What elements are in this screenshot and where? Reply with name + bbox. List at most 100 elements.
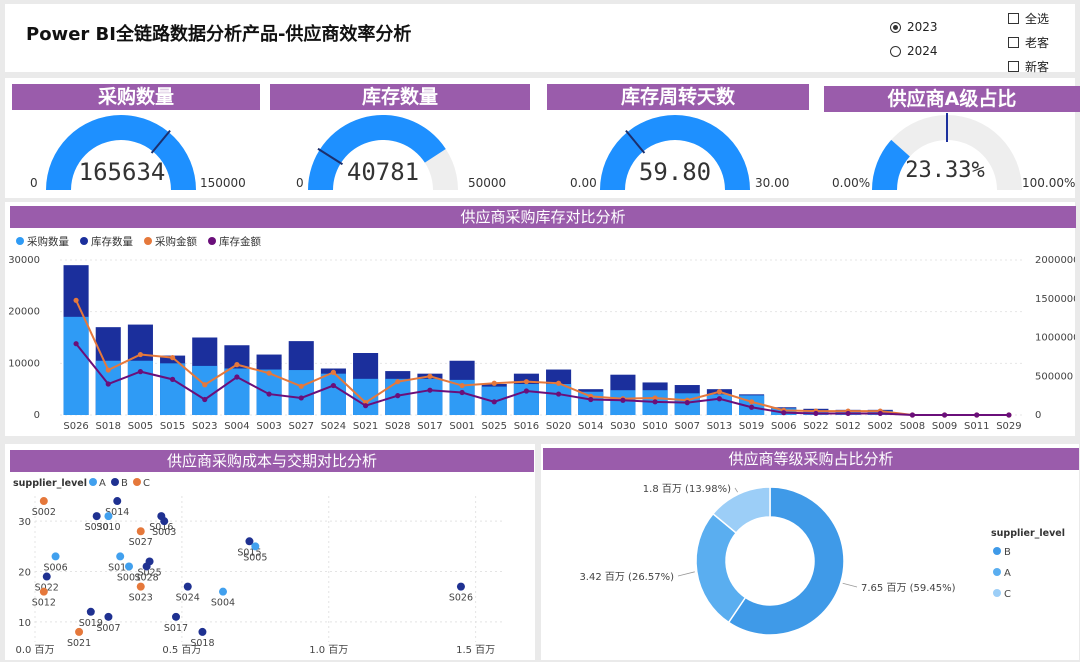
y-tick-label: 20 bbox=[18, 568, 31, 579]
stock-amount-point bbox=[845, 410, 851, 417]
donut-chart: 7.65 百万 (59.45%) 3.42 百万 (26.57%) 1.8 百万 (… bbox=[579, 483, 1065, 636]
donut-slice bbox=[727, 486, 845, 636]
stock-amount-point bbox=[877, 410, 883, 417]
kpi-title-stock-qty: 库存数量 bbox=[270, 84, 530, 110]
gauge-fill bbox=[600, 115, 750, 190]
year-option-2023[interactable]: 2023 bbox=[890, 20, 938, 34]
purchase-amount-point bbox=[330, 369, 337, 375]
x-tick-label: S021 bbox=[353, 421, 378, 432]
purchase-amount-point bbox=[491, 380, 497, 386]
legend-label: B bbox=[1004, 547, 1011, 558]
donut-slice-label: 3.42 百万 (26.57%) bbox=[579, 571, 674, 583]
donut-slice-label: 1.8 百万 (13.98%) bbox=[643, 483, 731, 495]
x-tick-label: S012 bbox=[835, 421, 860, 432]
scatter-point-label: S012 bbox=[32, 598, 56, 609]
stock-amount-point bbox=[362, 403, 369, 409]
donut-leader-line bbox=[842, 582, 858, 588]
purchase-amount-line bbox=[75, 299, 1009, 416]
kpi-gauge-a-level-share bbox=[872, 113, 1022, 190]
stock-amount-point bbox=[330, 382, 337, 389]
checkbox-icon[interactable] bbox=[1008, 61, 1019, 72]
scatter-point-label: S002 bbox=[32, 507, 56, 518]
checkbox-icon[interactable] bbox=[1008, 13, 1019, 24]
customer-option-old[interactable]: 老客 bbox=[1008, 34, 1049, 51]
stock-amount-point bbox=[716, 396, 723, 402]
scatter-point-label: S018 bbox=[190, 638, 214, 649]
legend-label: 库存数量 bbox=[91, 235, 133, 248]
kpi-min-purchase-qty: 0 bbox=[30, 176, 38, 190]
x-tick-label: S003 bbox=[256, 421, 281, 432]
radio-2023-icon[interactable] bbox=[890, 21, 901, 33]
y-right-tick-label: 500000 bbox=[1035, 371, 1073, 382]
scatter-point bbox=[104, 612, 113, 621]
x-tick-label: S002 bbox=[868, 421, 893, 432]
x-tick-label: S025 bbox=[482, 421, 507, 432]
page-title: Power BI全链路数据分析产品-供应商效率分析 bbox=[26, 24, 412, 45]
x-tick-label: S015 bbox=[160, 421, 185, 432]
customer-option-new[interactable]: 新客 bbox=[1008, 58, 1049, 75]
x-tick-label: S008 bbox=[900, 421, 925, 432]
year-option-2024[interactable]: 2024 bbox=[890, 44, 938, 58]
gauge-target-marker bbox=[150, 130, 171, 154]
kpi-gauge-turnover-days bbox=[600, 115, 750, 190]
legend-label: C bbox=[143, 478, 150, 489]
kpi-max-turnover-days: 30.00 bbox=[755, 176, 790, 190]
y-right-tick-label: 1500000 bbox=[1035, 294, 1075, 305]
bar-purchase-qty bbox=[546, 384, 572, 415]
stock-amount-point bbox=[974, 412, 980, 418]
stock-amount-point bbox=[395, 393, 401, 399]
stock-amount-point bbox=[941, 412, 948, 418]
stock-amount-point bbox=[202, 396, 208, 403]
x-tick-label: S027 bbox=[289, 421, 314, 432]
kpi-max-stock-qty: 50000 bbox=[468, 176, 507, 190]
stock-amount-point bbox=[73, 341, 79, 347]
scatter-point-label: S014 bbox=[105, 507, 129, 518]
checkbox-icon[interactable] bbox=[1008, 37, 1019, 48]
purchase-amount-point bbox=[73, 297, 79, 303]
purchase-amount-point bbox=[523, 379, 530, 385]
gauge-fill bbox=[308, 114, 446, 190]
stock-amount-point bbox=[105, 381, 111, 387]
purchase-amount-point bbox=[748, 399, 755, 405]
donut-chart-title: 供应商等级采购占比分析 bbox=[543, 448, 1079, 470]
combo-chart-title: 供应商采购库存对比分析 bbox=[10, 206, 1076, 228]
scatter-point-label: S003 bbox=[152, 527, 176, 538]
legend-label: B bbox=[121, 478, 128, 489]
gauge-target-marker bbox=[625, 130, 646, 154]
y-left-tick-label: 20000 bbox=[8, 307, 40, 318]
combo-chart: 采购数量 库存数量 采购金额 库存金额 0 10000 20000 30000 0 500000 1… bbox=[8, 235, 1075, 432]
scatter-point bbox=[104, 512, 113, 521]
legend-label: C bbox=[1004, 589, 1011, 600]
x-tick-label: S006 bbox=[771, 421, 796, 432]
stock-amount-point bbox=[459, 389, 465, 396]
scatter-point bbox=[198, 627, 207, 636]
x-tick-label: S004 bbox=[224, 421, 249, 432]
x-tick-label: S030 bbox=[610, 421, 635, 432]
bar-purchase-qty bbox=[417, 378, 443, 415]
y-right-tick-label: 0 bbox=[1035, 410, 1041, 421]
kpi-gauge-stock-qty bbox=[308, 114, 458, 190]
stock-amount-point bbox=[813, 410, 819, 417]
x-tick-label: S022 bbox=[803, 421, 828, 432]
y-right-tick-label: 1000000 bbox=[1035, 333, 1075, 344]
customer-option-all[interactable]: 全选 bbox=[1008, 10, 1049, 27]
legend-label: 采购金额 bbox=[155, 235, 197, 248]
scatter-point-label: S023 bbox=[129, 593, 153, 604]
purchase-amount-point bbox=[234, 362, 240, 368]
scatter-point-label: S026 bbox=[449, 593, 473, 604]
donut-legend-title: supplier_level bbox=[991, 528, 1065, 539]
donut-leader-line bbox=[677, 571, 695, 577]
kpi-max-a-level-share: 100.00% bbox=[1022, 176, 1076, 190]
x-tick-label: 0.0 百万 bbox=[15, 644, 54, 656]
kpi-max-purchase-qty: 150000 bbox=[200, 176, 246, 190]
x-tick-label: 0.5 百万 bbox=[162, 644, 201, 656]
legend-label: A bbox=[99, 478, 106, 489]
radio-2024-icon[interactable] bbox=[890, 45, 901, 57]
gauge-target-marker bbox=[317, 147, 344, 166]
stock-amount-point bbox=[298, 395, 304, 401]
scatter-point-label: S015 bbox=[237, 547, 261, 558]
bar-purchase-qty bbox=[160, 363, 186, 415]
scatter-point bbox=[51, 552, 60, 561]
legend-marker bbox=[993, 589, 1001, 597]
x-tick-label: S029 bbox=[996, 421, 1021, 432]
